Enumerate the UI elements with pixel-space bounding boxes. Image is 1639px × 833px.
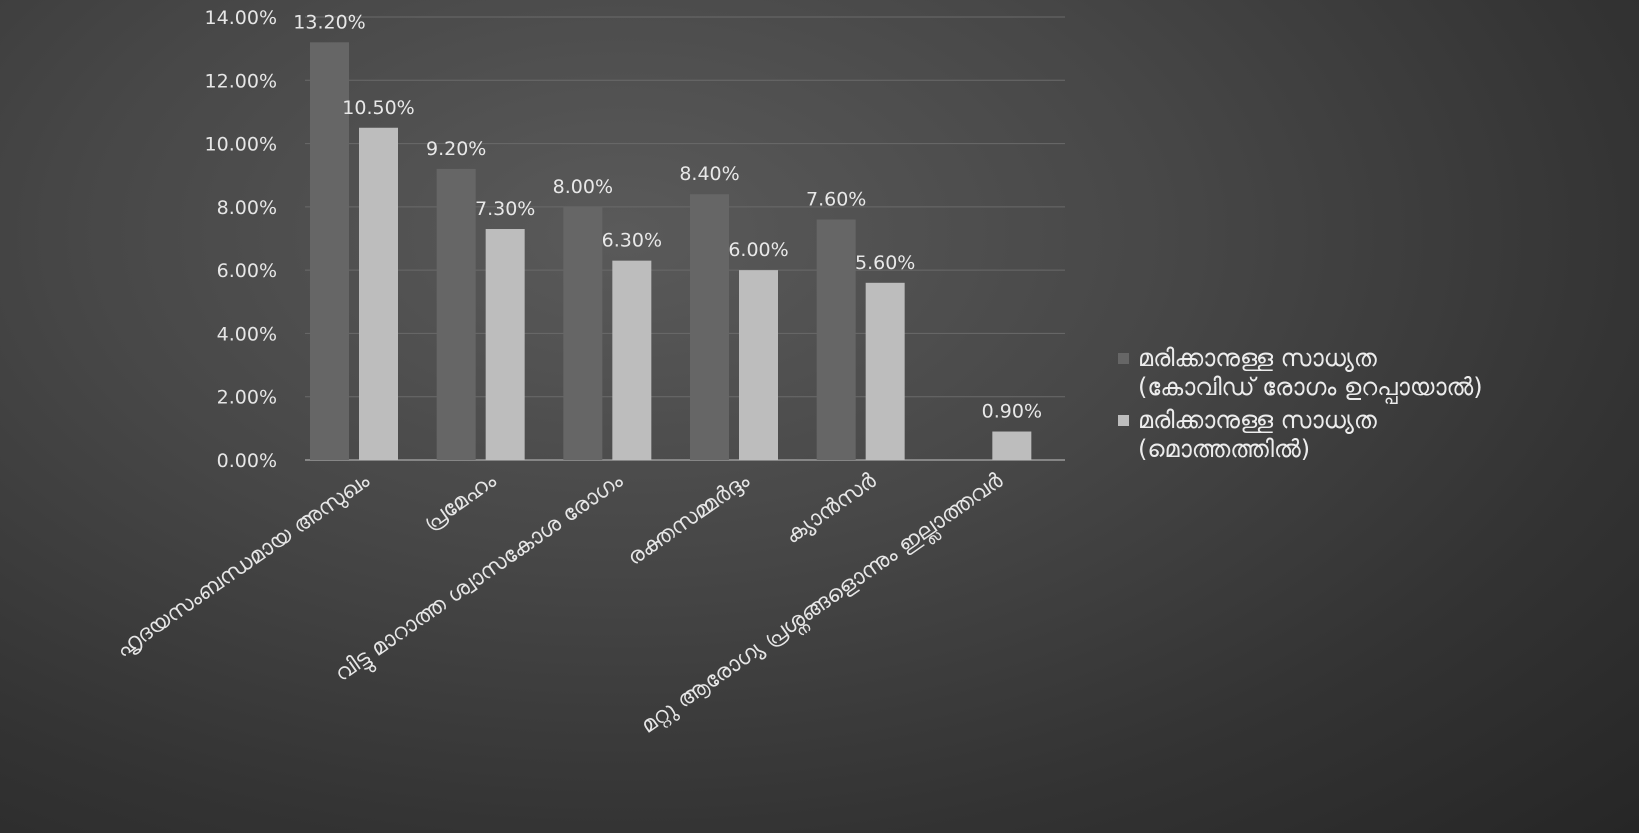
x-category-label: ഹൃദയസംബന്ധമായ അസുഖം (111, 468, 375, 663)
data-label: 7.30% (475, 198, 535, 220)
bar-series-2 (739, 270, 778, 460)
legend-label: (മൊത്തത്തിൽ) (1138, 435, 1310, 463)
legend-label: (കോവിഡ് രോഗം ഉറപ്പായാൽ) (1138, 373, 1483, 404)
bar-series-1 (563, 206, 603, 460)
bar-series-2 (865, 282, 905, 460)
y-tick-label: 4.00% (217, 323, 277, 345)
bar-series-1 (690, 194, 729, 460)
bar-series-2 (485, 229, 525, 460)
y-tick-label: 12.00% (205, 70, 277, 92)
bar-series-1 (816, 219, 856, 460)
y-tick-label: 2.00% (217, 387, 277, 409)
data-label: 8.00% (553, 176, 613, 198)
legend-swatch (1118, 415, 1129, 426)
data-label: 13.20% (293, 11, 365, 33)
bar-series-1 (436, 168, 476, 460)
bar-series-1 (310, 42, 349, 461)
bar-series-2 (612, 260, 652, 460)
legend-label: മരിക്കാനുള്ള സാധ്യത (1138, 406, 1377, 434)
data-label: 6.00% (728, 239, 788, 261)
data-label: 0.90% (982, 401, 1042, 423)
legend-swatch (1118, 353, 1129, 364)
x-category-label: പ്രമേഹം (419, 468, 501, 536)
legend-label: മരിക്കാനുള്ള സാധ്യത (1138, 344, 1377, 372)
x-category-label: ക്യാൻസർ (781, 468, 882, 549)
x-category-label: രക്തസമ്മർദ്ദം (623, 468, 755, 571)
y-tick-label: 6.00% (217, 260, 277, 282)
y-tick-label: 8.00% (217, 197, 277, 219)
bar-series-2 (359, 127, 398, 460)
data-label: 8.40% (679, 163, 739, 185)
data-label: 9.20% (426, 138, 486, 160)
y-tick-label: 14.00% (205, 7, 277, 29)
data-label: 5.60% (855, 252, 915, 274)
y-tick-label: 10.00% (205, 134, 277, 156)
data-label: 7.60% (806, 189, 866, 211)
data-label: 10.50% (342, 97, 414, 119)
data-label: 6.30% (602, 230, 662, 252)
y-tick-label: 0.00% (217, 450, 277, 472)
bar-series-2 (992, 431, 1032, 460)
